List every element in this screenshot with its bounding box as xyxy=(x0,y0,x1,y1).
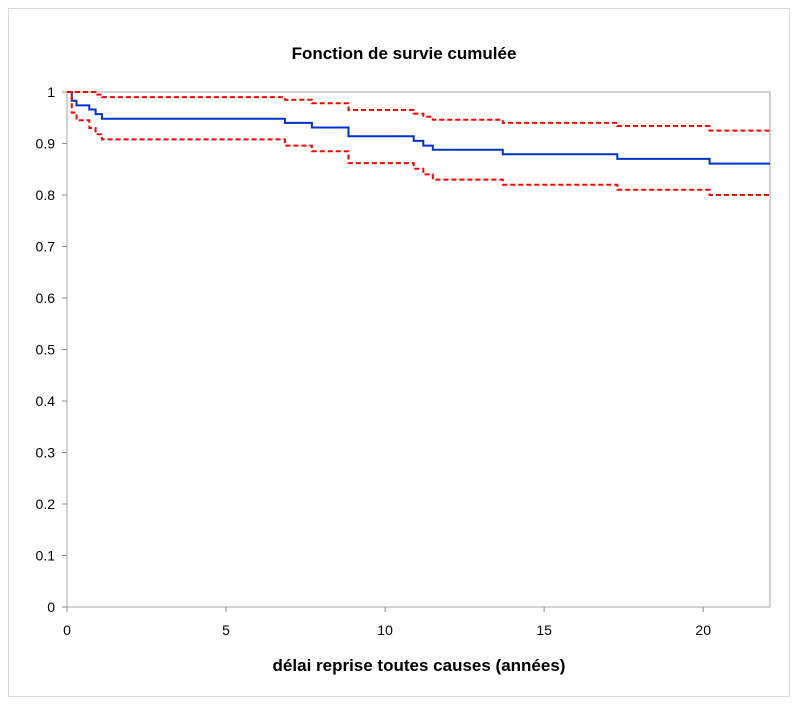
y-tick-label: 0.7 xyxy=(36,239,56,255)
x-axis-label: délai reprise toutes causes (années) xyxy=(273,656,566,675)
y-tick-label: 0.5 xyxy=(36,342,56,358)
x-tick-label: 15 xyxy=(536,622,552,638)
y-tick-label: 0.6 xyxy=(36,290,56,306)
lower-confidence-line xyxy=(67,91,770,196)
x-tick-label: 10 xyxy=(377,622,393,638)
y-tick-label: 0.8 xyxy=(36,187,56,203)
chart-title: Fonction de survie cumulée xyxy=(292,44,517,63)
y-tick-label: 0.4 xyxy=(36,393,56,409)
y-tick-label: 1 xyxy=(47,84,55,100)
y-tick-label: 0.1 xyxy=(36,548,56,564)
x-tick-label: 20 xyxy=(695,622,711,638)
chart-frame: Fonction de survie cumulée 0 0.1 0.2 0.3 0.4… xyxy=(8,8,790,697)
x-tick-label: 5 xyxy=(222,622,230,638)
y-tick-label: 0.9 xyxy=(36,136,56,152)
survival-chart: Fonction de survie cumulée 0 0.1 0.2 0.3 0.4… xyxy=(36,44,771,675)
upper-confidence-line xyxy=(67,91,770,132)
x-tick-label: 0 xyxy=(63,622,71,638)
plot-area: 00.10.20.30.40.50.60.70.80.910 5 10 15 20 xyxy=(36,84,771,638)
y-tick-label: 0 xyxy=(47,599,55,615)
survival-estimate-line xyxy=(67,91,770,165)
y-tick-label: 0.3 xyxy=(36,445,56,461)
y-tick-label: 0.2 xyxy=(36,496,56,512)
